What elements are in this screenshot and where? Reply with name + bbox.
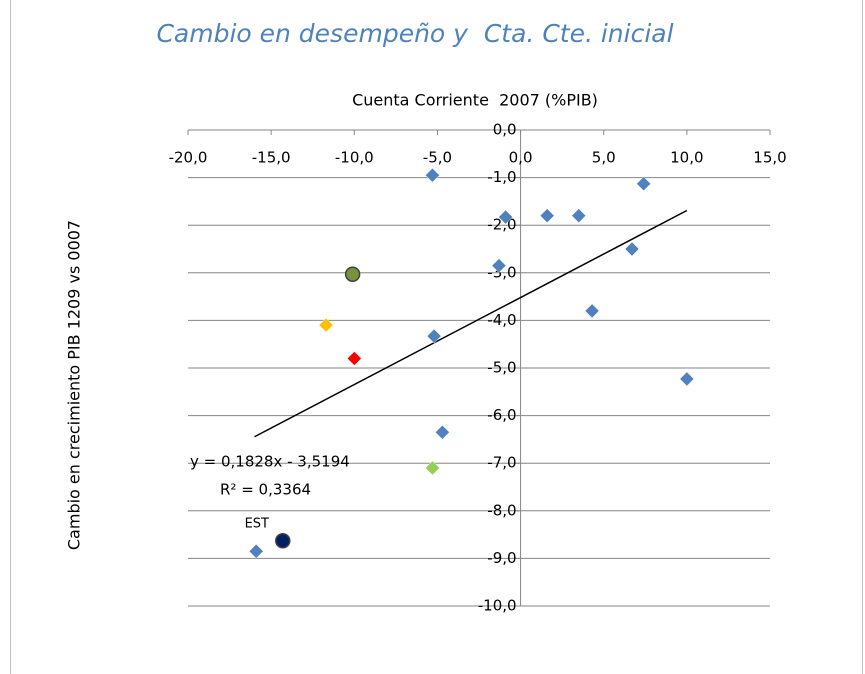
point xyxy=(275,533,291,549)
trendline-equation: y = 0,1828x - 3,5194 xyxy=(190,453,350,471)
point xyxy=(491,258,507,274)
y-tick-label: -7,0 xyxy=(487,454,516,472)
point xyxy=(679,371,695,387)
point xyxy=(584,303,600,319)
x-tick-label: 10,0 xyxy=(670,149,703,167)
point xyxy=(539,208,555,224)
x-tick-label: 15,0 xyxy=(753,149,786,167)
point xyxy=(498,209,513,225)
y-axis-title: Cambio en crecimiento PIB 1209 vs 0007 xyxy=(65,220,84,550)
chart-title: Cambio en desempeño y Cta. Cte. inicial xyxy=(156,19,673,48)
point xyxy=(344,266,361,282)
point xyxy=(624,241,640,257)
x-axis-title: Cuenta Corriente 2007 (%PIB) xyxy=(352,91,598,110)
point xyxy=(346,351,362,366)
y-tick-label: -6,0 xyxy=(487,406,516,424)
y-tick-label: -10,0 xyxy=(478,597,517,615)
point xyxy=(435,424,450,440)
x-tick-label: 5,0 xyxy=(592,149,616,167)
point xyxy=(571,208,587,224)
point-label: EST xyxy=(245,516,269,531)
y-tick-label: -4,0 xyxy=(487,311,516,329)
y-tick-label: 0,0 xyxy=(493,121,517,139)
x-tick-label: -15,0 xyxy=(252,149,291,167)
trendline-r2: R² = 0,3364 xyxy=(220,481,311,499)
y-tick-label: -1,0 xyxy=(487,168,516,186)
y-tick-label: -5,0 xyxy=(487,359,516,377)
x-tick-label: -5,0 xyxy=(423,149,452,167)
x-tick-label: 0,0 xyxy=(509,149,533,167)
x-tick-label: -10,0 xyxy=(335,149,374,167)
y-tick-label: -9,0 xyxy=(487,549,516,567)
point xyxy=(636,176,651,192)
y-tick-label: -8,0 xyxy=(487,501,516,519)
point xyxy=(425,167,440,183)
x-tick-label: -20,0 xyxy=(169,149,208,167)
point xyxy=(425,460,440,476)
point xyxy=(318,317,334,333)
point xyxy=(248,543,264,559)
point xyxy=(426,328,442,344)
trendline xyxy=(254,209,688,438)
